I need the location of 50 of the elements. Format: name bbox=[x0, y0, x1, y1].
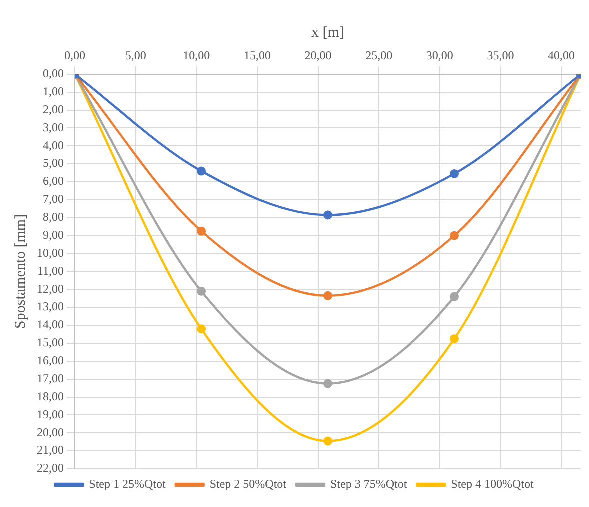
y-tick-label: 0,00 bbox=[43, 66, 64, 81]
point bbox=[197, 166, 206, 176]
y-tick-label: 6,00 bbox=[43, 174, 64, 188]
point bbox=[324, 379, 332, 388]
y-tick-label: 19,00 bbox=[37, 407, 64, 422]
x-axis-title: x [m] bbox=[312, 24, 344, 41]
point bbox=[450, 292, 459, 302]
y-tick-label: 17,00 bbox=[37, 371, 64, 386]
point bbox=[197, 286, 206, 296]
y-tick-label: 3,00 bbox=[43, 120, 64, 134]
y-tick-label: 21,00 bbox=[37, 443, 64, 458]
legend-label: Step 3 75%Qtot bbox=[330, 477, 408, 492]
point bbox=[324, 210, 332, 220]
y-tick-label: 14,00 bbox=[37, 318, 64, 332]
point bbox=[450, 334, 459, 344]
x-tick-label: 5,00 bbox=[125, 48, 146, 62]
x-tick-label: 0,00 bbox=[64, 48, 86, 62]
y-tick-label: 16,00 bbox=[37, 354, 64, 368]
x-tick-label: 15,00 bbox=[244, 48, 271, 62]
legend-label: Step 1 25%Qtot bbox=[89, 477, 166, 492]
y-tick-label: 8,00 bbox=[43, 210, 64, 224]
y-tick-label: 13,00 bbox=[37, 300, 64, 314]
x-tick-label: 35,00 bbox=[487, 48, 514, 62]
y-axis-title: Spostamento [mm] bbox=[12, 214, 29, 329]
y-tick-label: 22,00 bbox=[37, 461, 64, 476]
y-tick-label: 20,00 bbox=[37, 425, 64, 440]
x-tick-label: 10,00 bbox=[183, 48, 210, 62]
point bbox=[450, 231, 459, 240]
y-tick-label: 1,00 bbox=[43, 84, 64, 98]
x-tick-label: 20,00 bbox=[304, 48, 332, 62]
y-tick-label: 12,00 bbox=[37, 282, 64, 296]
point bbox=[197, 226, 206, 236]
y-tick-label: 10,00 bbox=[37, 246, 64, 260]
y-tick-label: 9,00 bbox=[43, 228, 64, 242]
point bbox=[197, 324, 206, 334]
point bbox=[324, 436, 332, 446]
y-tick-label: 15,00 bbox=[37, 336, 64, 350]
y-tick-label: 18,00 bbox=[37, 389, 64, 404]
y-tick-label: 11,00 bbox=[37, 264, 64, 278]
legend-label: Step 4 100%Qtot bbox=[451, 477, 534, 492]
legend-label: Step 2 50%Qtot bbox=[210, 477, 288, 492]
y-tick-label: 5,00 bbox=[43, 156, 64, 170]
y-tick-label: 2,00 bbox=[43, 102, 64, 116]
point bbox=[450, 169, 459, 178]
y-tick-label: 7,00 bbox=[43, 192, 64, 206]
y-tick-label: 4,00 bbox=[43, 138, 64, 152]
x-tick-label: 30,00 bbox=[426, 48, 454, 62]
point bbox=[324, 291, 332, 300]
x-tick-label: 40,00 bbox=[548, 48, 576, 62]
x-tick-label: 25,00 bbox=[366, 48, 393, 62]
